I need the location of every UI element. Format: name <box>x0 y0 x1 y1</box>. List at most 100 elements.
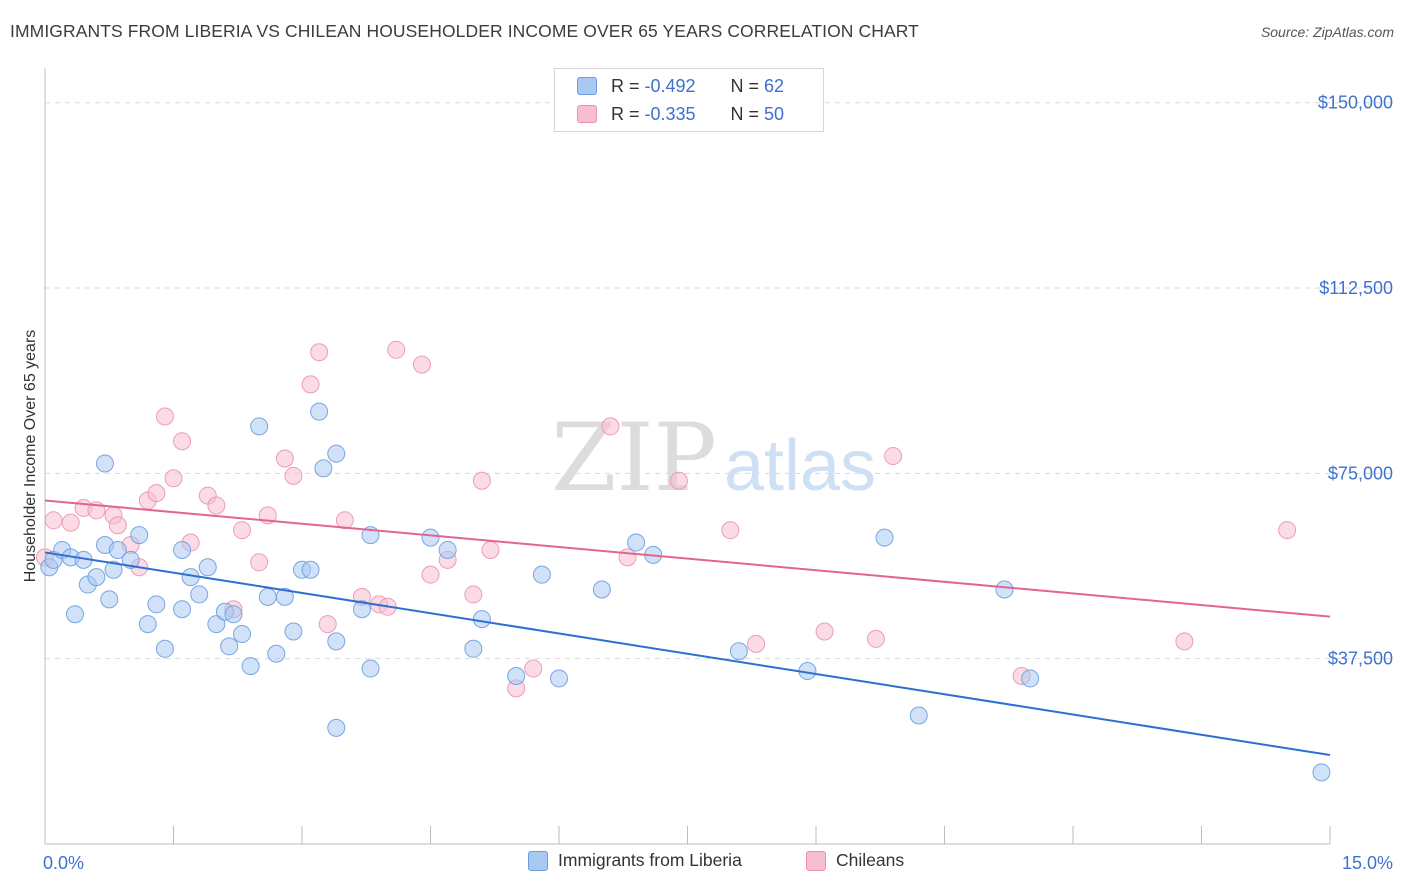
series-legend: Immigrants from Liberia Chileans <box>0 850 1406 880</box>
x-tick-label: 15.0% <box>1342 853 1393 873</box>
legend-swatch-chileans <box>806 850 826 871</box>
trendlines <box>44 499 1331 757</box>
liberia-trendline <box>44 551 1331 757</box>
liberia-point <box>909 706 928 725</box>
chileans-trendline <box>44 499 1331 618</box>
liberia-point <box>327 444 346 463</box>
chileans-point <box>207 496 226 515</box>
chileans-point <box>747 634 766 653</box>
x-tick-labels: 0.0% 15.0% <box>43 853 1393 873</box>
liberia-swatch <box>577 77 597 95</box>
n-value: 50 <box>764 103 785 124</box>
liberia-point <box>147 595 166 614</box>
liberia-point <box>532 565 551 584</box>
chileans-point <box>155 407 174 426</box>
chileans-point <box>147 484 166 503</box>
watermark-zip: ZIP <box>551 404 717 513</box>
liberia-point <box>592 580 611 599</box>
liberia-point <box>301 560 320 579</box>
liberia-point <box>198 558 217 577</box>
chileans-point <box>472 471 491 490</box>
liberia-point <box>224 605 243 624</box>
liberia-point <box>190 585 209 604</box>
y-tick-label: $75,000 <box>1328 463 1393 483</box>
liberia-point <box>241 657 260 676</box>
liberia-point <box>233 624 252 643</box>
chileans-point <box>721 521 740 540</box>
liberia-point <box>284 622 303 641</box>
liberia-point <box>421 528 440 547</box>
y-tick-label: $37,500 <box>1328 649 1393 669</box>
chileans-point <box>1175 632 1194 651</box>
chileans-point <box>275 449 294 468</box>
liberia-point <box>104 560 123 579</box>
liberia-point <box>627 533 646 552</box>
chileans-point <box>464 585 483 604</box>
chart-title: IMMIGRANTS FROM LIBERIA VS CHILEAN HOUSE… <box>10 21 919 41</box>
liberia-point <box>310 402 329 421</box>
liberia-point <box>250 417 269 436</box>
liberia-point <box>352 600 371 619</box>
liberia-point <box>361 659 380 678</box>
source-label: Source: ZipAtlas.com <box>1260 24 1394 40</box>
liberia-point <box>121 550 140 569</box>
chileans-point <box>318 615 337 634</box>
liberia-point <box>507 666 526 685</box>
liberia-point <box>95 454 114 473</box>
liberia-point <box>100 590 119 609</box>
chileans-point <box>421 565 440 584</box>
n-label: N = <box>730 103 765 124</box>
chileans-point <box>61 513 80 532</box>
chileans-point <box>669 471 688 490</box>
chileans-point <box>1278 521 1297 540</box>
liberia-point <box>65 605 84 624</box>
n-label: N = <box>730 75 765 96</box>
liberia-point <box>275 587 294 606</box>
stat-row-chileans: R = -0.335 N = 50 <box>577 101 784 127</box>
liberia-point <box>155 639 174 658</box>
chileans-point <box>601 417 620 436</box>
liberia-point <box>1312 763 1331 782</box>
legend-item-liberia: Immigrants from Liberia <box>528 850 742 871</box>
chileans-point <box>866 629 885 648</box>
chileans-point <box>618 548 637 567</box>
legend-label-liberia: Immigrants from Liberia <box>558 850 742 870</box>
legend-swatch-liberia <box>528 850 548 871</box>
chileans-point <box>284 466 303 485</box>
chileans-swatch <box>577 105 597 123</box>
chileans-point <box>108 516 127 535</box>
chileans-point <box>815 622 834 641</box>
liberia-point <box>472 610 491 629</box>
liberia-point <box>258 587 277 606</box>
chileans-point <box>412 355 431 374</box>
y-tick-labels: $37,500 $75,000 $112,500 $150,000 <box>1318 93 1393 669</box>
chileans-point <box>301 375 320 394</box>
liberia-point <box>314 459 333 478</box>
liberia-point <box>130 526 149 545</box>
r-value: -0.492 <box>644 75 696 96</box>
chileans-point <box>481 540 500 559</box>
liberia-point <box>438 540 457 559</box>
stat-row-liberia: R = -0.492 N = 62 <box>577 73 784 99</box>
liberia-point <box>267 644 286 663</box>
watermark: ZIP atlas <box>551 404 876 513</box>
correlation-legend: R = -0.492 N = 62 R = -0.335 N = 50 <box>554 68 824 132</box>
y-tick-label: $150,000 <box>1318 93 1393 113</box>
r-label: R = <box>611 103 645 124</box>
liberia-point <box>327 718 346 737</box>
legend-label-chileans: Chileans <box>836 850 905 870</box>
liberia-point <box>875 528 894 547</box>
liberia-point <box>108 540 127 559</box>
chileans-point <box>310 343 329 362</box>
chileans-point <box>44 511 63 530</box>
chileans-point <box>164 469 183 488</box>
liberia-point <box>995 580 1014 599</box>
watermark-atlas: atlas <box>724 426 876 506</box>
chileans-point <box>387 340 406 359</box>
liberia-point <box>464 639 483 658</box>
liberia-point <box>173 540 192 559</box>
liberia-point <box>550 669 568 688</box>
r-value: -0.335 <box>644 103 696 124</box>
liberia-point <box>138 615 157 634</box>
